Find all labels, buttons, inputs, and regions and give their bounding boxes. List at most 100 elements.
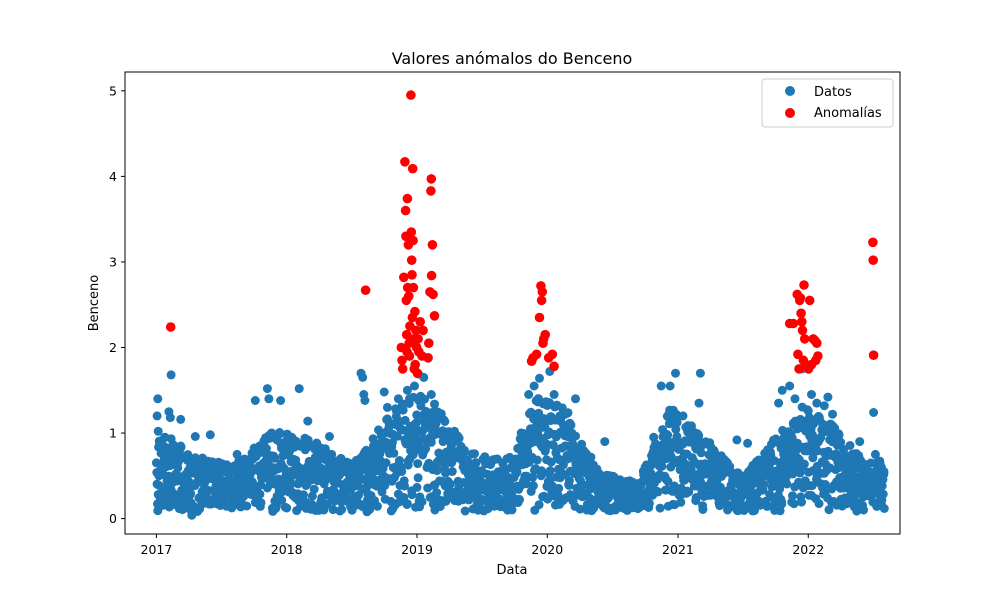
anomaly-point (812, 338, 822, 349)
anomaly-point (796, 308, 806, 319)
data-point (545, 466, 555, 476)
anomaly-point (408, 235, 418, 246)
data-point (663, 430, 673, 440)
data-point (447, 467, 457, 476)
anomaly-point (399, 272, 409, 283)
data-point (205, 430, 215, 440)
data-point (460, 506, 470, 516)
data-point (179, 479, 189, 489)
data-point (262, 384, 272, 394)
data-point (432, 466, 442, 476)
data-point (400, 481, 409, 491)
data-point (166, 370, 176, 380)
data-point (412, 482, 422, 492)
anomaly-point (411, 325, 421, 336)
anomaly-point (424, 338, 434, 349)
data-point (158, 462, 168, 472)
x-axis: 2017 2018 2019 2020 2021 2022 (141, 534, 824, 557)
data-point (417, 497, 427, 507)
anomaly-point (400, 157, 410, 167)
data-point (869, 408, 879, 417)
data-point (866, 458, 876, 468)
anomaly-point (408, 282, 419, 293)
data-point (678, 411, 688, 421)
anomaly-point (799, 334, 810, 344)
data-point (855, 437, 865, 447)
data-point (790, 394, 800, 404)
data-point (307, 491, 317, 501)
anomaly-point (415, 317, 426, 327)
data-point (698, 505, 708, 514)
data-point (775, 484, 785, 494)
anomaly-point (418, 325, 428, 336)
anomaly-point (547, 349, 558, 360)
data-point (797, 497, 806, 507)
data-point (807, 481, 817, 491)
data-point (430, 399, 439, 409)
data-point (440, 417, 450, 426)
x-tick-label: 2020 (531, 542, 563, 557)
data-point (676, 497, 686, 507)
anomaly-point (397, 364, 408, 374)
anomaly-point (797, 325, 808, 336)
data-point (389, 448, 399, 458)
data-point (420, 394, 429, 404)
data-point (299, 490, 308, 500)
data-point (445, 479, 455, 489)
anomaly-point (410, 359, 421, 370)
anomaly-point (868, 237, 878, 248)
data-point (402, 499, 412, 509)
data-point (743, 438, 753, 448)
data-point (155, 441, 165, 451)
data-point (644, 498, 654, 508)
data-point (777, 385, 787, 395)
data-point (346, 484, 356, 494)
data-point (554, 483, 564, 493)
data-point (153, 426, 163, 436)
anomaly-point (401, 329, 412, 340)
data-point (375, 467, 385, 476)
data-point (643, 471, 653, 481)
data-point (546, 457, 556, 467)
data-point (250, 396, 260, 405)
data-point (814, 499, 824, 509)
anomaly-point (534, 312, 545, 323)
data-point (397, 467, 407, 476)
data-point (759, 479, 769, 489)
anomaly-point (406, 227, 417, 237)
data-point (564, 476, 574, 486)
data-point (400, 415, 410, 425)
data-point (879, 504, 889, 513)
anomaly-point (537, 287, 548, 297)
data-point (878, 489, 888, 499)
data-point (156, 492, 166, 502)
data-point (789, 499, 799, 509)
data-point (426, 437, 436, 447)
data-point (153, 394, 163, 404)
data-point (270, 453, 280, 463)
data-point (185, 503, 195, 513)
data-point (309, 484, 319, 494)
anomaly-point (429, 311, 440, 321)
data-point (152, 411, 162, 421)
x-axis-label: Data (496, 563, 527, 578)
x-tick-label: 2022 (792, 542, 824, 557)
data-point (839, 475, 849, 485)
anomaly-point (404, 291, 414, 302)
anomaly-point (410, 306, 420, 317)
data-point (458, 488, 468, 498)
anomaly-point (426, 186, 436, 196)
data-point (671, 424, 681, 434)
data-point (807, 390, 816, 399)
data-point (413, 473, 423, 483)
anomaly-point (402, 193, 413, 204)
anomaly-point (540, 329, 550, 340)
y-axis-label: Benceno (87, 275, 102, 332)
data-point (611, 505, 620, 515)
anomaly-point (404, 351, 415, 361)
data-point (203, 485, 213, 495)
data-point (622, 488, 632, 498)
data-point (696, 448, 706, 458)
data-point (725, 462, 735, 472)
data-point (534, 500, 544, 510)
